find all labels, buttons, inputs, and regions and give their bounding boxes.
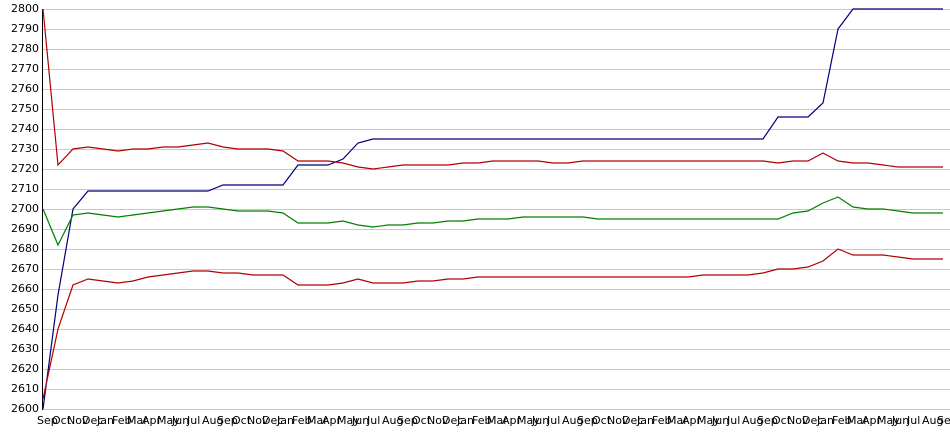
x-tick-label: Feb [652, 414, 671, 427]
y-tick-label: 2710 [11, 182, 39, 195]
x-tick-label: Feb [832, 414, 851, 427]
x-tick-label: Apr [322, 414, 342, 427]
x-tick-label: Dec [802, 414, 823, 427]
x-tick-label: Mar [127, 414, 148, 427]
x-tick-label: Jun [531, 414, 549, 427]
x-tick-label: May [697, 414, 720, 427]
x-tick-label: Sep [217, 414, 238, 427]
x-tick-label: Oct [52, 414, 72, 427]
x-tick-label: Jul [726, 414, 740, 427]
y-tick-label: 2670 [11, 262, 39, 275]
x-tick-label: Apr [502, 414, 522, 427]
x-tick-label: Nov [67, 414, 89, 427]
x-tick-label: Mar [487, 414, 508, 427]
x-tick-label: Sep [757, 414, 778, 427]
y-tick-label: 2740 [11, 122, 39, 135]
x-tick-label: Mar [307, 414, 328, 427]
x-tick-label: Oct [412, 414, 432, 427]
x-tick-label: Jun [351, 414, 369, 427]
x-tick-label: Sep [37, 414, 58, 427]
x-tick-label: Feb [292, 414, 311, 427]
y-tick-label: 2750 [11, 102, 39, 115]
line-series [42, 196, 943, 247]
x-tick-label: Aug [922, 414, 943, 427]
x-tick-label: Mar [667, 414, 688, 427]
line-series [42, 248, 943, 400]
x-tick-label: Dec [622, 414, 643, 427]
x-tick-label: Jan [456, 414, 474, 427]
x-tick-label: May [337, 414, 360, 427]
x-tick-label: May [517, 414, 540, 427]
y-tick-label: 2760 [11, 82, 39, 95]
x-tick-label: Dec [442, 414, 463, 427]
x-tick-label: Jul [186, 414, 200, 427]
line-series [42, 8, 943, 410]
x-tick-label: Aug [562, 414, 583, 427]
y-tick-label: 2600 [11, 402, 39, 415]
x-tick-label: Jul [366, 414, 380, 427]
x-tick-label: May [157, 414, 180, 427]
y-tick-label: 2620 [11, 362, 39, 375]
x-tick-label: Aug [202, 414, 223, 427]
x-tick-label: Dec [262, 414, 283, 427]
x-tick-label: Feb [472, 414, 491, 427]
x-tick-label: Jan [636, 414, 654, 427]
x-tick-label: Dec [82, 414, 103, 427]
plot: 2600 2610 2620 2630 2640 2650 2660 2670 2680 2690… [11, 2, 950, 427]
y-tick-label: 2610 [11, 382, 39, 395]
x-tick-label: Apr [142, 414, 162, 427]
x-tick-label: Oct [772, 414, 792, 427]
y-tick-label: 2720 [11, 162, 39, 175]
x-tick-label: Oct [232, 414, 252, 427]
line-series [42, 8, 943, 170]
y-tick-label: 2690 [11, 222, 39, 235]
y-tick-label: 2680 [11, 242, 39, 255]
x-tick-label: Jun [171, 414, 189, 427]
x-tick-label: May [877, 414, 900, 427]
x-tick-label: Apr [682, 414, 702, 427]
x-tick-label: Mar [847, 414, 868, 427]
x-tick-label: Sep [577, 414, 598, 427]
x-tick-label: Nov [787, 414, 809, 427]
x-tick-label: Oct [592, 414, 612, 427]
y-tick-label: 2770 [11, 62, 39, 75]
x-tick-label: Nov [427, 414, 449, 427]
x-tick-label: Jan [816, 414, 834, 427]
x-tick-label: Aug [742, 414, 763, 427]
y-tick-label: 2730 [11, 142, 39, 155]
y-tick-label: 2790 [11, 22, 39, 35]
x-tick-label: Nov [247, 414, 269, 427]
x-tick-label: Jun [891, 414, 909, 427]
y-tick-label: 2800 [11, 2, 39, 15]
x-tick-label: Jul [906, 414, 920, 427]
x-tick-label: Jan [96, 414, 114, 427]
x-tick-label: Apr [862, 414, 882, 427]
x-tick-label: Jan [276, 414, 294, 427]
x-tick-label: Nov [607, 414, 629, 427]
x-tick-label: Sep [937, 414, 950, 427]
y-tick-label: 2640 [11, 322, 39, 335]
x-tick-label: Sep [397, 414, 418, 427]
y-tick-label: 2630 [11, 342, 39, 355]
x-tick-label: Jun [711, 414, 729, 427]
y-tick-label: 2700 [11, 202, 39, 215]
y-tick-label: 2650 [11, 302, 39, 315]
y-tick-label: 2660 [11, 282, 39, 295]
x-tick-label: Jul [546, 414, 560, 427]
y-tick-label: 2780 [11, 42, 39, 55]
x-tick-label: Aug [382, 414, 403, 427]
x-tick-label: Feb [112, 414, 131, 427]
